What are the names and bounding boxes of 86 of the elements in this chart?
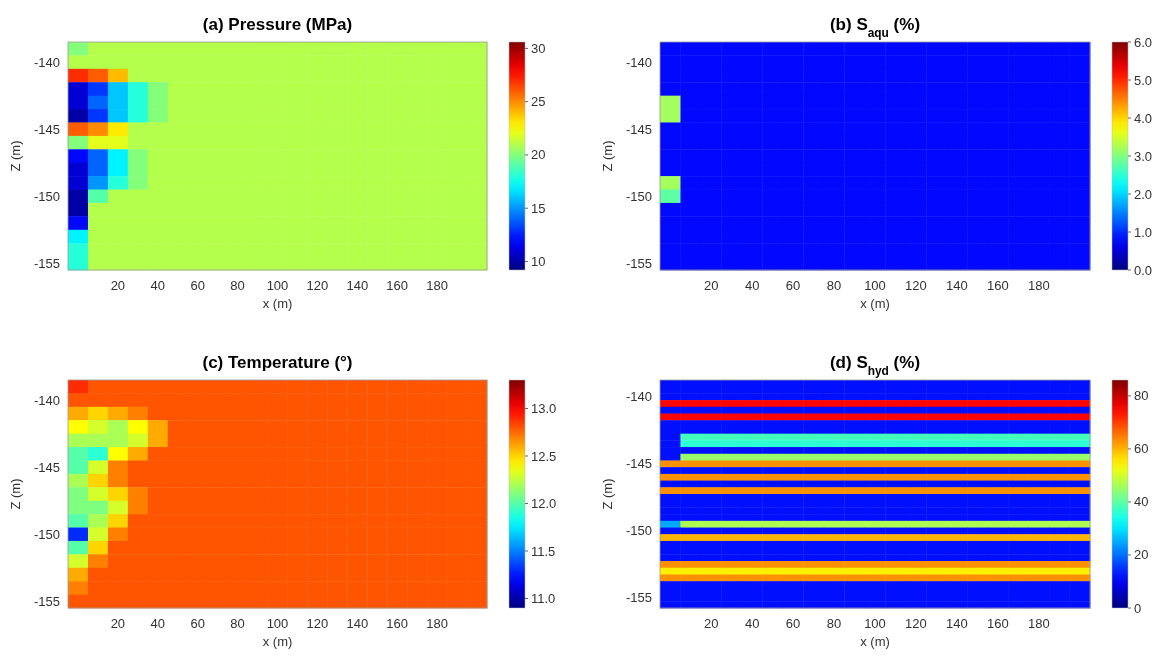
x-tick-label: 60	[785, 278, 801, 293]
x-tick-label: 80	[230, 278, 245, 293]
color-bar-label: 10	[531, 253, 546, 269]
y-tick-label: -155	[625, 590, 652, 606]
x-tick-label: 20	[703, 616, 719, 631]
chart-title: (a) Pressure (MPa)	[202, 15, 353, 34]
x-tick-label: 120	[905, 278, 927, 293]
y-tick-label: -140	[33, 392, 60, 408]
x-tick-label: 80	[826, 616, 842, 631]
x-tick-label: 60	[190, 278, 205, 293]
y-axis-title: Z (m)	[8, 478, 23, 510]
color-bar-label: 4.0	[1134, 110, 1153, 126]
y-tick-label: -150	[33, 526, 60, 542]
x-tick-label: 140	[946, 616, 968, 631]
x-tick-label: 40	[744, 278, 760, 293]
x-tick-label: 80	[826, 278, 842, 293]
x-tick-label: 20	[110, 616, 126, 631]
x-tick-label: 80	[230, 616, 245, 631]
color-bar-label: 0	[1134, 600, 1142, 616]
y-axis-title: Z (m)	[600, 478, 615, 510]
x-axis-title: x (m)	[860, 296, 890, 311]
color-bar-label: 2.0	[1134, 186, 1153, 202]
x-tick-label: 100	[864, 616, 886, 631]
x-tick-label: 40	[150, 616, 166, 631]
x-tick-label: 40	[744, 616, 760, 631]
x-tick-label: 40	[150, 278, 166, 293]
y-tick-label: -150	[625, 188, 652, 204]
x-axis-title: x (m)	[262, 634, 293, 649]
x-tick-label: 20	[703, 278, 719, 293]
color-bar-label: 5.0	[1134, 72, 1153, 88]
x-tick-label: 160	[386, 616, 409, 631]
color-bar-label: 20	[531, 147, 546, 163]
x-tick-label: 20	[110, 278, 126, 293]
x-tick-label: 160	[386, 278, 409, 293]
color-bar-label: 25	[531, 94, 546, 110]
color-bar-label: 40	[1134, 494, 1149, 510]
chart-title: (c) Temperature (°)	[202, 353, 353, 372]
x-tick-label: 160	[987, 616, 1009, 631]
color-bar-label: 13.0	[531, 401, 557, 416]
x-tick-label: 60	[785, 616, 801, 631]
x-tick-label: 100	[266, 616, 289, 631]
x-tick-label: 100	[266, 278, 289, 293]
y-tick-label: -140	[33, 54, 60, 70]
x-tick-label: 140	[946, 278, 968, 293]
chart-title: (d) S$_{hyd}$ (%)	[829, 353, 921, 378]
color-bar-label: 15	[531, 200, 546, 216]
x-tick-label: 120	[306, 278, 329, 293]
color-bar-label: 11.0	[531, 591, 556, 606]
x-tick-label: 120	[306, 616, 329, 631]
color-bar-label: 30	[531, 40, 546, 56]
y-axis-title: Z (m)	[8, 140, 23, 172]
color-bar-label: 1.0	[1134, 224, 1153, 240]
color-bar-label: 3.0	[1134, 148, 1153, 164]
y-tick-label: -150	[625, 523, 652, 539]
y-tick-label: -155	[625, 255, 652, 271]
x-tick-label: 140	[346, 278, 369, 293]
y-tick-label: -150	[33, 188, 60, 204]
y-tick-label: -155	[33, 593, 60, 609]
color-bar-label: 12.0	[531, 496, 557, 511]
x-tick-label: 60	[190, 616, 205, 631]
color-bar-label: 6.0	[1134, 34, 1153, 50]
y-tick-label: -140	[625, 389, 652, 405]
x-tick-label: 180	[426, 278, 448, 293]
color-bar-label: 12.5	[531, 448, 557, 464]
x-tick-label: 180	[1027, 616, 1050, 631]
x-tick-label: 140	[346, 616, 369, 631]
color-bar-label: 0.0	[1134, 262, 1153, 278]
y-tick-label: -145	[625, 121, 652, 137]
color-bar-label: 20	[1134, 547, 1149, 563]
x-tick-label: 160	[987, 278, 1009, 293]
y-axis-title: Z (m)	[600, 140, 615, 172]
y-tick-label: -145	[33, 459, 60, 475]
x-tick-label: 100	[864, 278, 886, 293]
color-bar-label: 11.5	[531, 543, 556, 559]
x-tick-label: 120	[905, 616, 927, 631]
color-bar-label: 60	[1134, 441, 1149, 457]
x-tick-label: 180	[426, 616, 448, 631]
y-tick-label: -145	[625, 456, 652, 472]
x-axis-title: x (m)	[262, 296, 293, 311]
y-tick-label: -145	[33, 121, 60, 137]
chart-title: (b) S$_{aqu}$ (%)	[829, 15, 921, 40]
x-tick-label: 180	[1027, 278, 1050, 293]
y-tick-label: -140	[625, 54, 652, 70]
color-bar-label: 80	[1134, 388, 1149, 404]
x-axis-title: x (m)	[860, 634, 890, 649]
y-tick-label: -155	[33, 255, 60, 271]
